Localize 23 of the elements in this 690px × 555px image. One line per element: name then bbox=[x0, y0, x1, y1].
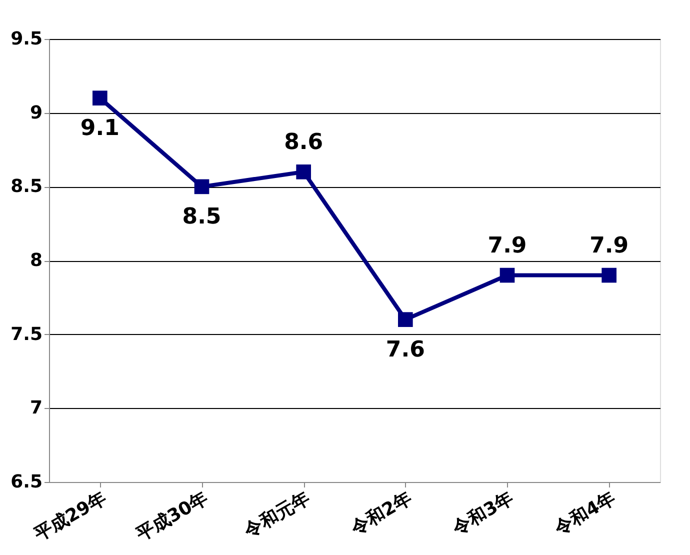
point bbox=[194, 179, 210, 194]
x-tick-label: 令和元年 bbox=[240, 488, 314, 542]
data-label: 8.6 bbox=[284, 130, 324, 155]
y-tick-label: 9.5 bbox=[10, 28, 42, 50]
point bbox=[602, 268, 616, 283]
point bbox=[92, 90, 108, 106]
x-tick-label: 令和2年 bbox=[346, 488, 416, 540]
data-label: 7.6 bbox=[386, 338, 425, 363]
data-label: 7.9 bbox=[488, 233, 527, 258]
point bbox=[500, 268, 515, 283]
point bbox=[398, 312, 413, 327]
x-tick-label: 令和3年 bbox=[448, 488, 518, 540]
data-label: 8.5 bbox=[182, 204, 222, 230]
y-tick-label: 7 bbox=[30, 398, 42, 419]
y-tick-label: 9 bbox=[30, 102, 42, 124]
data-label: 9.1 bbox=[80, 116, 120, 142]
y-tick-label: 8.5 bbox=[10, 176, 42, 198]
y-tick-label: 8 bbox=[30, 250, 42, 271]
x-tick-label: 令和4年 bbox=[550, 488, 620, 540]
data-label: 7.9 bbox=[590, 233, 629, 258]
y-tick-label: 7.5 bbox=[10, 324, 42, 345]
point bbox=[296, 164, 311, 180]
x-tick-label: 平成30年 bbox=[132, 488, 212, 546]
